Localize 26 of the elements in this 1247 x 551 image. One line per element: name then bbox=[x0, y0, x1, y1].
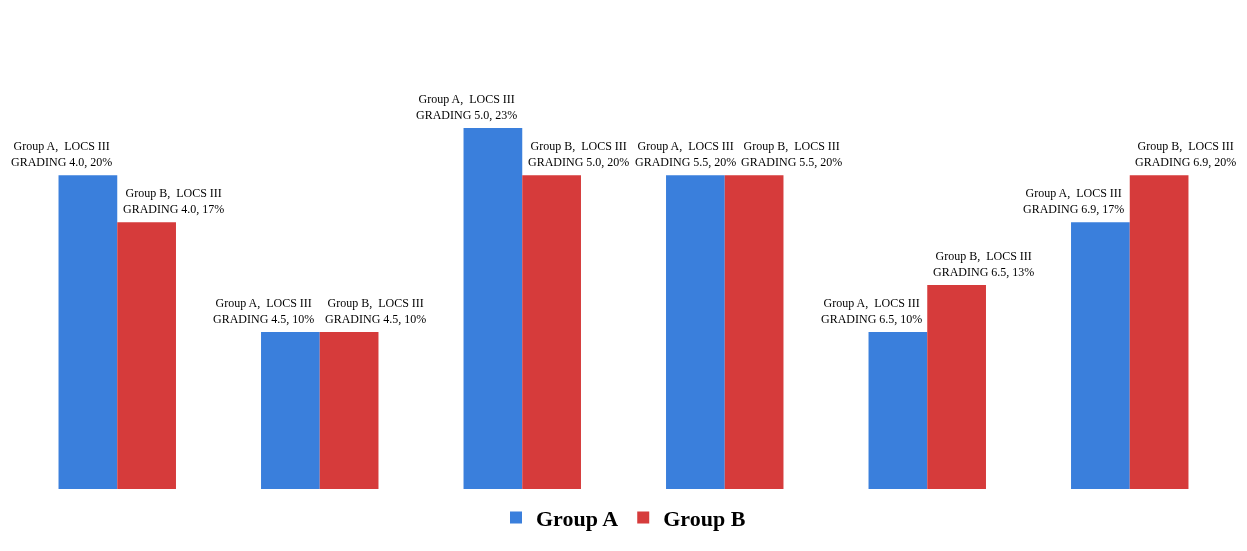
data-label: Group A, LOCS III GRADING 4.0, 20% bbox=[11, 139, 113, 169]
data-label: Group A, LOCS III GRADING 6.5, 10% bbox=[821, 296, 923, 326]
bar bbox=[117, 222, 176, 489]
bar bbox=[58, 175, 118, 489]
bar bbox=[1071, 222, 1130, 489]
data-label: Group B, LOCS III GRADING 4.0, 17% bbox=[123, 186, 225, 216]
bar bbox=[319, 332, 379, 489]
bar bbox=[463, 128, 523, 489]
data-label: Group B, LOCS III GRADING 6.5, 13% bbox=[933, 249, 1035, 279]
data-label: Group A, LOCS III GRADING 4.5, 10% bbox=[213, 296, 315, 326]
bar bbox=[666, 175, 725, 489]
data-label: Group B, LOCS III GRADING 4.5, 10% bbox=[325, 296, 427, 326]
data-label: Group A, LOCS III GRADING 5.5, 20% bbox=[635, 139, 737, 169]
bar bbox=[522, 175, 581, 489]
data-label: Group A, LOCS III GRADING 6.9, 17% bbox=[1023, 186, 1125, 216]
bar bbox=[927, 284, 986, 489]
legend-label: Group A bbox=[536, 505, 619, 531]
data-label: Group B, LOCS III GRADING 6.9, 20% bbox=[1135, 139, 1237, 169]
data-label: Group B, LOCS III GRADING 5.0, 20% bbox=[528, 139, 630, 169]
data-label: Group B, LOCS III GRADING 5.5, 20% bbox=[741, 139, 843, 169]
data-label: Group A, LOCS III GRADING 5.0, 23% bbox=[416, 92, 518, 122]
bar bbox=[868, 332, 928, 489]
bar bbox=[261, 332, 320, 489]
bar bbox=[724, 175, 784, 489]
bar bbox=[1129, 175, 1189, 489]
legend-label: Group B bbox=[663, 505, 746, 531]
